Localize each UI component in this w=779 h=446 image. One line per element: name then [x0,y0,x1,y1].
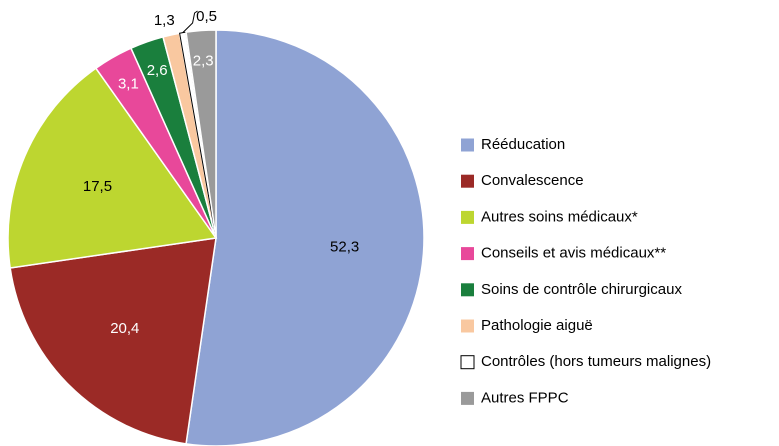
legend-label: Conseils et avis médicaux** [481,245,666,262]
data-label: 2,6 [147,62,168,79]
leader-line [182,10,198,34]
data-label: 20,4 [110,320,139,337]
legend-swatch [460,355,475,370]
legend-swatch [461,138,474,152]
data-label: 52,3 [330,238,359,255]
legend-label: Contrôles (hors tumeurs malignes) [481,353,711,370]
legend-swatch [461,283,474,297]
legend-swatch [461,391,474,405]
legend-swatch [461,319,474,333]
legend-swatch [461,174,474,188]
legend-label: Soins de contrôle chirurgicaux [481,281,682,298]
data-label: 3,1 [118,75,139,92]
data-label: 1,3 [154,12,175,29]
data-label: 2,3 [193,53,214,70]
data-label: 17,5 [83,178,112,195]
legend-swatch [461,247,474,261]
pie-slice [185,29,217,239]
legend-label: Autres FPPC [481,389,569,406]
pie-slice [7,67,218,269]
legend-label: Rééducation [481,136,565,153]
legend-label: Autres soins médicaux* [481,208,638,225]
pie-slice [185,29,425,446]
legend-label: Pathologie aiguë [481,317,593,334]
legend-swatch [461,210,474,224]
pie-slice [9,237,217,445]
data-label: 0,5 [196,8,217,25]
legend-label: Convalescence [481,172,584,189]
